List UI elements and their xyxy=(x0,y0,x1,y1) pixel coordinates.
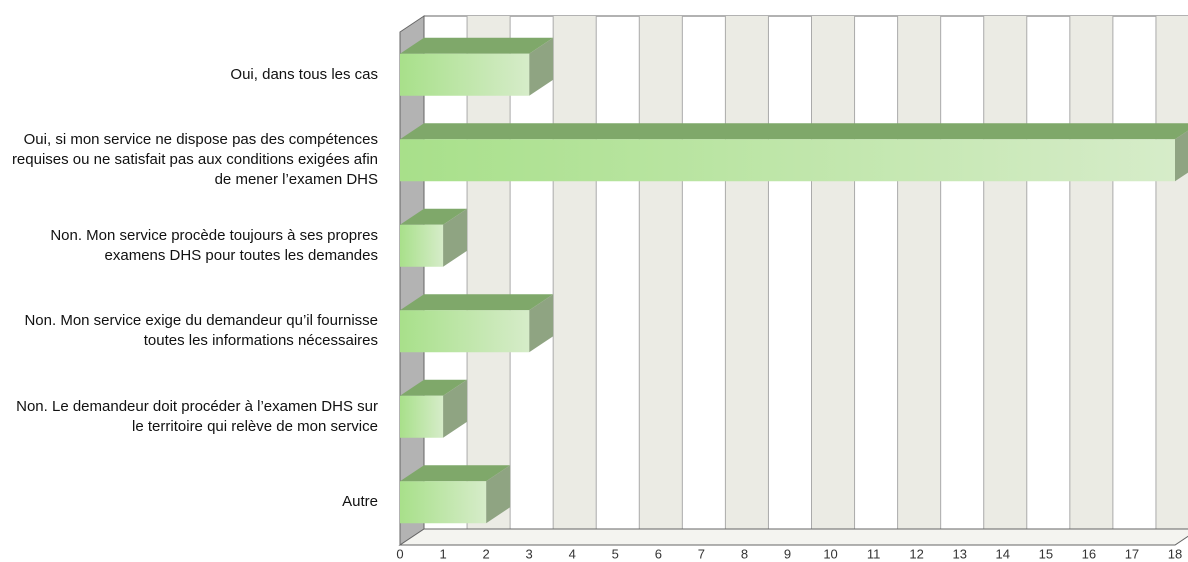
x-tick-label: 9 xyxy=(784,546,791,561)
category-label: Non. Le demandeur doit procéder à l’exam… xyxy=(16,397,378,435)
wall-stripe xyxy=(639,16,683,529)
x-tick-label: 5 xyxy=(612,546,619,561)
wall-stripe xyxy=(983,16,1027,529)
x-tick-label: 8 xyxy=(741,546,748,561)
x-tick-label: 13 xyxy=(952,546,966,561)
category-label: Non. Mon service exige du demandeur qu’i… xyxy=(24,312,378,350)
x-tick-label: 6 xyxy=(655,546,662,561)
bar xyxy=(400,53,530,96)
x-tick-label: 3 xyxy=(526,546,533,561)
bar-top xyxy=(400,208,468,225)
bar-top xyxy=(400,465,511,482)
x-tick-label: 15 xyxy=(1039,546,1053,561)
bar xyxy=(400,395,444,438)
x-tick-label: 2 xyxy=(482,546,489,561)
category-label: Oui, dans tous les cas xyxy=(230,65,378,83)
bar-top xyxy=(400,123,1188,140)
bar xyxy=(400,224,444,267)
category-label: Autre xyxy=(342,493,378,511)
bar-side xyxy=(529,37,554,96)
wall-stripe xyxy=(725,16,769,529)
wall-stripe xyxy=(1155,16,1188,529)
floor xyxy=(398,528,1188,546)
x-tick-label: 7 xyxy=(698,546,705,561)
bar xyxy=(400,139,1175,182)
wall-stripe xyxy=(467,16,511,529)
x-tick-label: 16 xyxy=(1082,546,1096,561)
x-tick-label: 14 xyxy=(996,546,1010,561)
x-tick-label: 0 xyxy=(396,546,403,561)
back-wall xyxy=(423,15,1188,530)
x-tick-label: 1 xyxy=(439,546,446,561)
bar-side xyxy=(486,465,511,524)
x-tick-label: 4 xyxy=(569,546,576,561)
x-tick-label: 18 xyxy=(1168,546,1182,561)
wall-stripe xyxy=(897,16,941,529)
bar-side xyxy=(443,379,468,438)
wall-stripe xyxy=(811,16,855,529)
x-tick-label: 12 xyxy=(909,546,923,561)
bar-top xyxy=(400,37,554,54)
x-tick-label: 10 xyxy=(823,546,837,561)
x-tick-label: 11 xyxy=(867,546,881,561)
wall-stripe xyxy=(1069,16,1113,529)
bar xyxy=(400,310,530,353)
category-label: Oui, si mon service ne dispose pas des c… xyxy=(11,131,378,189)
bar-side xyxy=(443,208,468,267)
bar-top xyxy=(400,379,468,396)
wall-stripe xyxy=(553,16,597,529)
bar-side xyxy=(1175,130,1188,182)
bar-top xyxy=(400,294,554,311)
bar xyxy=(400,481,487,524)
category-label: Non. Mon service procède toujours à ses … xyxy=(50,226,378,264)
x-tick-label: 17 xyxy=(1125,546,1139,561)
bar-side xyxy=(529,294,554,353)
